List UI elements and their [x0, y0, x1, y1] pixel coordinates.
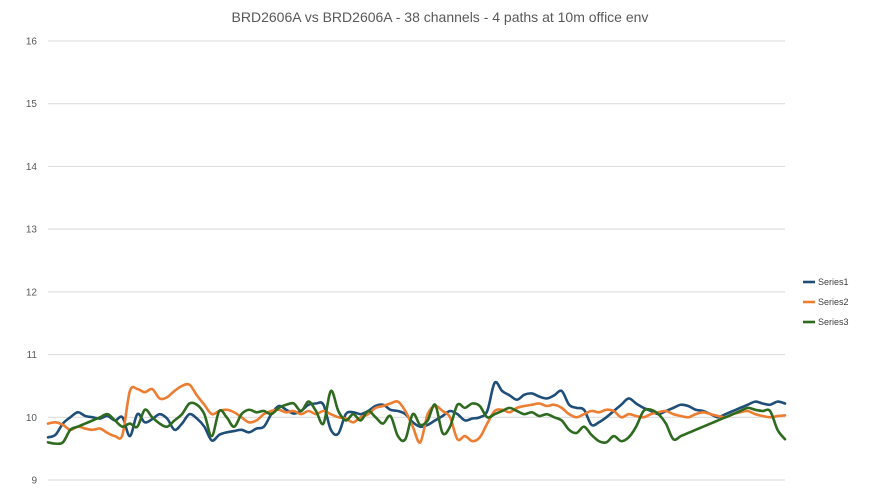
series-line-series3 [46, 389, 787, 446]
y-tick-label: 14 [26, 162, 38, 173]
y-axis-ticks: 9 10 11 12 13 14 15 16 [26, 37, 38, 487]
y-tick-label: 15 [26, 99, 38, 110]
y-tick-label: 16 [26, 37, 38, 48]
series-lines [46, 380, 787, 446]
legend: Series1 Series2 Series3 [803, 277, 849, 327]
series-line-series2 [46, 382, 787, 444]
y-tick-label: 11 [27, 350, 38, 361]
y-tick-label: 9 [31, 476, 37, 487]
y-tick-label: 10 [26, 413, 38, 424]
gridlines [48, 40, 785, 481]
y-tick-label: 13 [26, 225, 38, 236]
legend-label-series1: Series1 [818, 277, 849, 287]
y-tick-label: 12 [26, 287, 38, 298]
legend-label-series3: Series3 [818, 317, 849, 327]
chart-title: BRD2606A vs BRD2606A - 38 channels - 4 p… [232, 9, 649, 25]
series-line-series1 [46, 380, 787, 442]
legend-label-series2: Series2 [818, 297, 849, 307]
